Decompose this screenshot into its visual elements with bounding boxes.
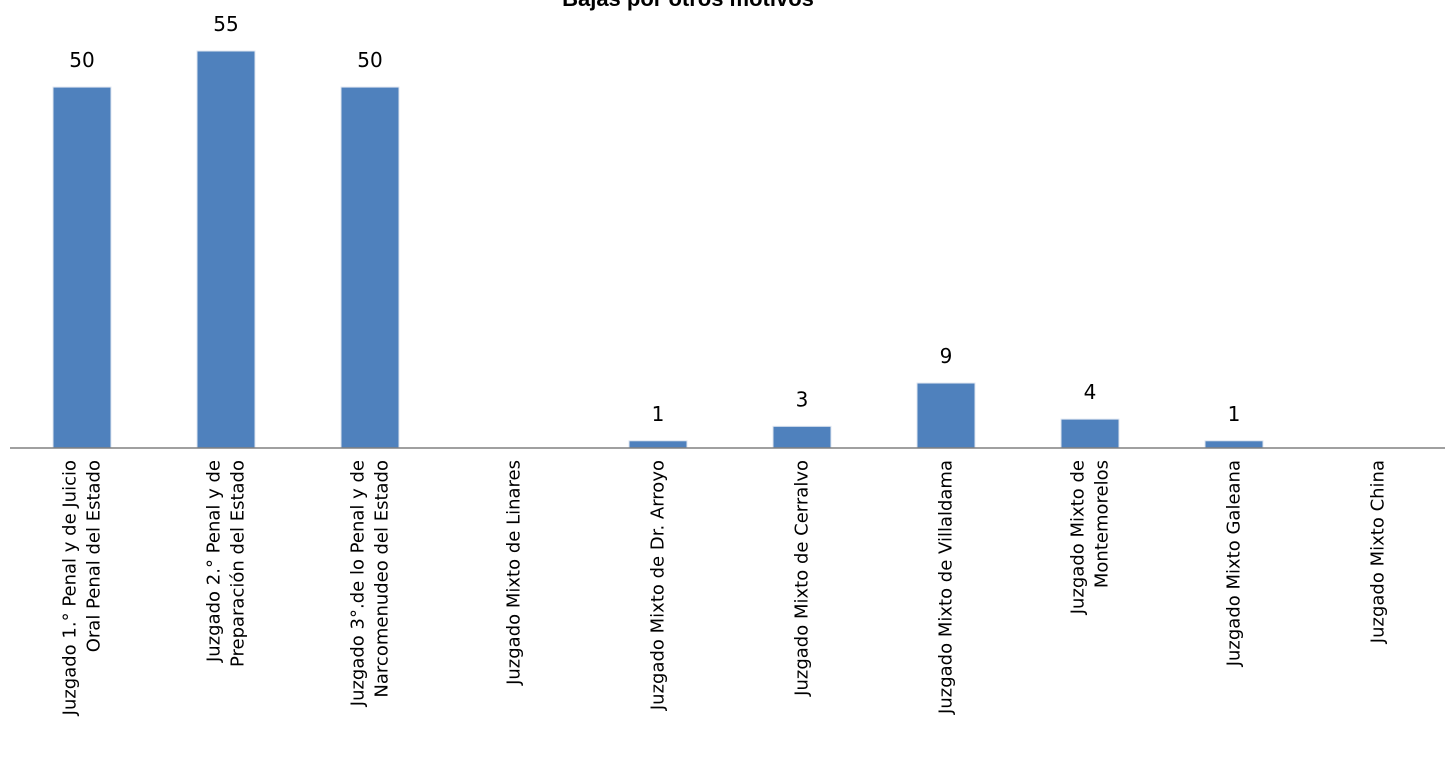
- tick-label-line: Montemorelos: [1092, 460, 1113, 588]
- category-label-1: Juzgado 1.° Penal y de Juicio Oral Penal …: [60, 460, 105, 716]
- bar-8: [1060, 418, 1120, 449]
- category-label-6: Juzgado Mixto de Cerralvo: [792, 460, 813, 697]
- data-labels-group: 50 55 50 1 3 9 4 1: [69, 12, 1240, 426]
- category-label-3: Juzgado 3°.de lo Penal y de Narcomenudeo …: [348, 460, 393, 707]
- tick-label-line: Juzgado Mixto de Linares: [504, 460, 525, 686]
- tick-label-line: Juzgado Mixto de Dr. Arroyo: [648, 460, 669, 711]
- data-label-5: 1: [652, 402, 665, 426]
- data-label-7: 9: [940, 344, 953, 368]
- tick-label-line: Juzgado Mixto de Cerralvo: [792, 460, 813, 697]
- tick-label-line: Juzgado Mixto Galeana: [1224, 460, 1245, 667]
- category-label-2: Juzgado 2.° Penal y de Preparación del Es…: [204, 460, 249, 667]
- category-label-4: Juzgado Mixto de Linares: [504, 460, 525, 686]
- tick-label-line: Juzgado Mixto de: [1068, 460, 1089, 615]
- tick-label-line: Juzgado Mixto China: [1368, 460, 1389, 644]
- data-label-2: 55: [213, 12, 238, 36]
- tick-label-line: Preparación del Estado: [228, 460, 249, 667]
- data-label-9: 1: [1228, 402, 1241, 426]
- bar-7: [916, 382, 976, 449]
- data-label-6: 3: [796, 387, 809, 411]
- tick-label-line: Oral Penal del Estado: [84, 460, 105, 652]
- tick-label-line: Narcomenudeo del Estado: [372, 460, 393, 698]
- tick-label-line: Juzgado 3°.de lo Penal y de: [348, 460, 369, 707]
- bar-5: [628, 440, 688, 449]
- chart-title: Bajas por otros motivos: [562, 0, 814, 11]
- category-label-10: Juzgado Mixto China: [1368, 460, 1389, 644]
- bar-3: [340, 86, 400, 449]
- tick-label-line: Juzgado 2.° Penal y de: [204, 460, 225, 663]
- tick-label-line: Juzgado Mixto de Villaldama: [936, 460, 957, 715]
- category-label-5: Juzgado Mixto de Dr. Arroyo: [648, 460, 669, 711]
- category-label-8: Juzgado Mixto de Montemorelos: [1068, 460, 1113, 615]
- bar-9: [1204, 440, 1264, 449]
- tick-labels-group: Juzgado 1.° Penal y de Juicio Oral Penal …: [60, 460, 1389, 716]
- data-label-1: 50: [69, 48, 94, 72]
- data-label-3: 50: [357, 48, 382, 72]
- bars-group: [52, 50, 1264, 449]
- tick-label-line: Juzgado 1.° Penal y de Juicio: [60, 460, 81, 716]
- bar-6: [772, 425, 832, 449]
- category-label-9: Juzgado Mixto Galeana: [1224, 460, 1245, 667]
- bar-1: [52, 86, 112, 449]
- category-label-7: Juzgado Mixto de Villaldama: [936, 460, 957, 715]
- data-label-8: 4: [1084, 380, 1097, 404]
- bar-2: [196, 50, 256, 449]
